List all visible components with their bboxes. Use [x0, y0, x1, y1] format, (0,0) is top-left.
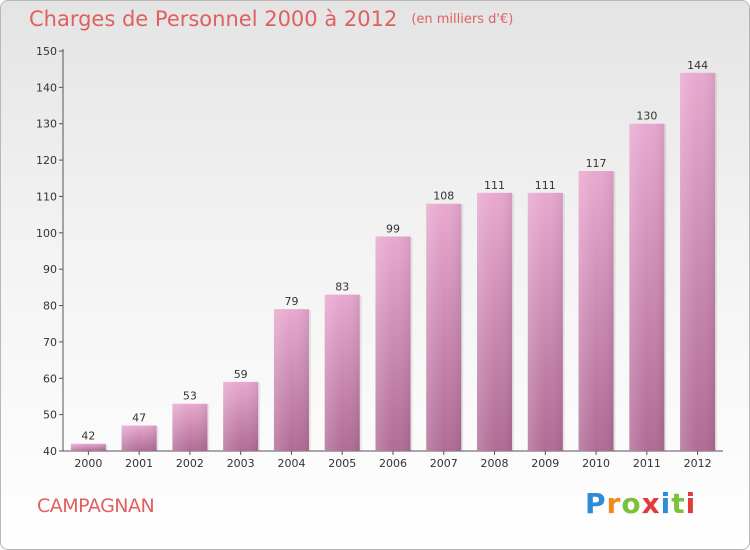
chart-subtitle: (en milliers d'€)	[411, 12, 514, 27]
bar-value-label: 59	[234, 368, 248, 381]
logo-letter: P	[585, 487, 607, 520]
bar-highlight	[527, 192, 563, 451]
bar-highlight	[70, 443, 106, 451]
bar-highlight	[578, 171, 614, 451]
logo-letter: x	[641, 487, 661, 520]
y-tick-label: 110	[36, 190, 57, 203]
logo-letter: i	[660, 487, 672, 520]
logo-letter: r	[606, 487, 622, 520]
bar-highlight	[375, 236, 411, 451]
chart-title-text: Charges de Personnel 2000 à 2012	[29, 7, 398, 31]
x-tick-label: 2006	[379, 457, 407, 470]
x-tick-label: 2002	[176, 457, 204, 470]
y-tick-label: 40	[43, 445, 57, 458]
y-tick-label: 100	[36, 227, 57, 240]
chart-axes: 40 50 60 70 80 90 100 110 120 130 140 150	[36, 45, 723, 458]
x-tick-label: 2010	[582, 457, 610, 470]
x-tick-label: 2012	[684, 457, 712, 470]
bar-value-label: 108	[433, 190, 454, 203]
x-tick-label: 2009	[531, 457, 559, 470]
chart-bars	[70, 72, 718, 452]
bar-highlight	[172, 403, 208, 451]
x-tick-label: 2011	[633, 457, 661, 470]
bar-highlight	[629, 123, 665, 452]
y-tick-label: 60	[43, 372, 57, 385]
x-tick-label: 2005	[328, 457, 356, 470]
bar-highlight	[324, 294, 360, 451]
bar-value-label: 111	[484, 179, 505, 192]
y-tick-label: 50	[43, 409, 57, 422]
y-tick-label: 90	[43, 263, 57, 276]
bar-highlight	[426, 203, 462, 451]
bar-value-label: 83	[335, 281, 349, 294]
logo-letter: t	[671, 487, 686, 520]
chart-labels: 2000 42 2001 47 2002 53 2003 59 2004 79 2005 83 2006…	[74, 59, 711, 470]
x-tick-label: 2001	[125, 457, 153, 470]
y-tick-label: 130	[36, 118, 57, 131]
bar-value-label: 117	[586, 157, 607, 170]
bar-value-label: 53	[183, 390, 197, 403]
bar-value-label: 111	[535, 179, 556, 192]
bar-value-label: 42	[81, 430, 95, 443]
bar-highlight	[223, 381, 259, 451]
y-tick-label: 80	[43, 300, 57, 313]
bar-value-label: 144	[687, 59, 708, 72]
bar-highlight	[273, 309, 309, 451]
y-tick-label: 120	[36, 154, 57, 167]
y-tick-label: 70	[43, 336, 57, 349]
y-tick-label: 150	[36, 45, 57, 58]
proxiti-logo[interactable]: Proxiti	[585, 487, 696, 520]
x-tick-label: 2007	[430, 457, 458, 470]
bar-highlight	[477, 192, 513, 451]
x-tick-label: 2004	[277, 457, 305, 470]
bar-value-label: 99	[386, 222, 400, 235]
place-name: CAMPAGNAN	[37, 495, 155, 517]
chart-title: Charges de Personnel 2000 à 2012 (en mill…	[29, 7, 513, 31]
bar-value-label: 47	[132, 412, 146, 425]
logo-letter: o	[621, 487, 642, 520]
x-tick-label: 2000	[74, 457, 102, 470]
y-tick-label: 140	[36, 81, 57, 94]
bar-highlight	[680, 72, 716, 452]
x-tick-label: 2008	[481, 457, 509, 470]
bar-value-label: 79	[284, 295, 298, 308]
bar-value-label: 130	[636, 110, 657, 123]
logo-letter: i	[685, 487, 697, 520]
x-tick-label: 2003	[227, 457, 255, 470]
bar-highlight	[121, 425, 157, 451]
